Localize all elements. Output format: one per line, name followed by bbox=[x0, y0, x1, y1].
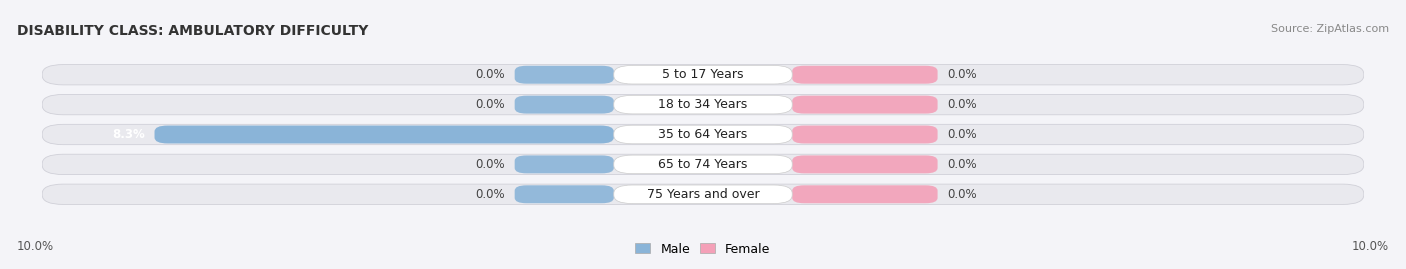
Text: 0.0%: 0.0% bbox=[948, 68, 977, 81]
FancyBboxPatch shape bbox=[614, 155, 792, 174]
FancyBboxPatch shape bbox=[515, 155, 614, 173]
Text: 0.0%: 0.0% bbox=[475, 158, 505, 171]
Text: 5 to 17 Years: 5 to 17 Years bbox=[662, 68, 744, 81]
FancyBboxPatch shape bbox=[792, 185, 938, 203]
Text: 0.0%: 0.0% bbox=[475, 68, 505, 81]
FancyBboxPatch shape bbox=[614, 95, 792, 114]
FancyBboxPatch shape bbox=[42, 94, 1364, 115]
Text: 0.0%: 0.0% bbox=[948, 188, 977, 201]
FancyBboxPatch shape bbox=[42, 124, 1364, 145]
Text: 0.0%: 0.0% bbox=[475, 98, 505, 111]
FancyBboxPatch shape bbox=[792, 66, 938, 84]
Text: 0.0%: 0.0% bbox=[948, 128, 977, 141]
Text: DISABILITY CLASS: AMBULATORY DIFFICULTY: DISABILITY CLASS: AMBULATORY DIFFICULTY bbox=[17, 24, 368, 38]
FancyBboxPatch shape bbox=[515, 96, 614, 114]
Text: 65 to 74 Years: 65 to 74 Years bbox=[658, 158, 748, 171]
Text: 18 to 34 Years: 18 to 34 Years bbox=[658, 98, 748, 111]
FancyBboxPatch shape bbox=[515, 185, 614, 203]
Text: 10.0%: 10.0% bbox=[1353, 240, 1389, 253]
FancyBboxPatch shape bbox=[614, 125, 792, 144]
FancyBboxPatch shape bbox=[614, 185, 792, 204]
FancyBboxPatch shape bbox=[155, 126, 614, 143]
Text: 75 Years and over: 75 Years and over bbox=[647, 188, 759, 201]
Text: 0.0%: 0.0% bbox=[948, 158, 977, 171]
Text: 10.0%: 10.0% bbox=[17, 240, 53, 253]
Text: 8.3%: 8.3% bbox=[112, 128, 145, 141]
FancyBboxPatch shape bbox=[792, 126, 938, 143]
FancyBboxPatch shape bbox=[42, 184, 1364, 204]
FancyBboxPatch shape bbox=[42, 65, 1364, 85]
Text: Source: ZipAtlas.com: Source: ZipAtlas.com bbox=[1271, 24, 1389, 34]
FancyBboxPatch shape bbox=[792, 96, 938, 114]
FancyBboxPatch shape bbox=[42, 154, 1364, 175]
FancyBboxPatch shape bbox=[614, 65, 792, 84]
Legend: Male, Female: Male, Female bbox=[630, 238, 776, 261]
FancyBboxPatch shape bbox=[792, 155, 938, 173]
Text: 0.0%: 0.0% bbox=[475, 188, 505, 201]
Text: 35 to 64 Years: 35 to 64 Years bbox=[658, 128, 748, 141]
FancyBboxPatch shape bbox=[515, 66, 614, 84]
Text: 0.0%: 0.0% bbox=[948, 98, 977, 111]
